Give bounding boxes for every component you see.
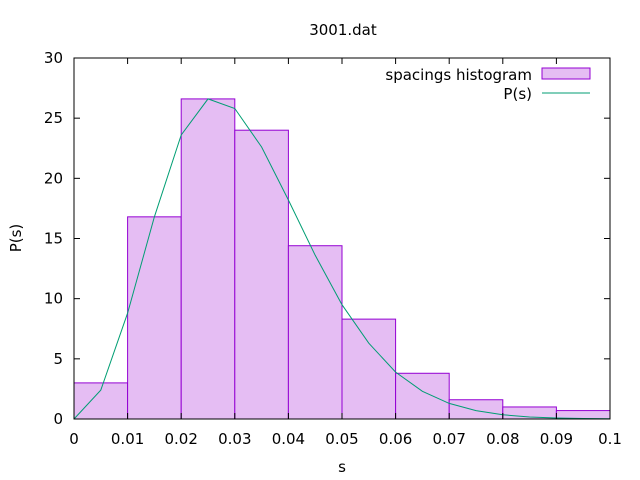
- x-tick-label: 0.04: [272, 430, 305, 448]
- y-tick-label: 20: [44, 169, 63, 187]
- x-tick-label: 0.1: [598, 430, 622, 448]
- histogram-bar: [180, 98, 236, 420]
- x-tick-label: 0.06: [379, 430, 412, 448]
- y-axis-label: P(s): [7, 224, 25, 253]
- x-tick-label: 0: [69, 430, 79, 448]
- histogram-bars: [73, 98, 611, 420]
- y-tick-label: 30: [44, 49, 63, 67]
- y-tick-labels: 0 5 10 15 20 25 30: [44, 49, 63, 428]
- axis-ticks: [73, 57, 611, 420]
- y-tick-label: 25: [44, 109, 63, 127]
- y-tick-label: 0: [53, 410, 63, 428]
- y-tick-label: 10: [44, 290, 63, 308]
- x-tick-label: 0.08: [486, 430, 519, 448]
- histogram-bar: [287, 245, 343, 420]
- curve-layer: [73, 98, 611, 420]
- x-tick-label: 0.09: [540, 430, 573, 448]
- legend: spacings histogram P(s): [385, 66, 591, 103]
- histogram-bar: [73, 382, 129, 420]
- x-axis-label: s: [338, 458, 346, 476]
- histogram-bar: [127, 216, 182, 420]
- y-tick-label: 5: [53, 350, 63, 368]
- x-tick-label: 0.02: [164, 430, 197, 448]
- legend-swatch-histogram: [541, 67, 591, 80]
- legend-label-histogram: spacings histogram: [385, 66, 532, 84]
- x-tick-label: 0.05: [325, 430, 358, 448]
- legend-label-curve: P(s): [503, 85, 532, 103]
- histogram-bar: [234, 129, 289, 420]
- x-tick-label: 0.03: [218, 430, 251, 448]
- x-tick-labels: 0 0.01 0.02 0.03 0.04 0.05 0.06 0.07 0.08 0.09 0.1: [69, 430, 622, 448]
- histogram-bar: [341, 318, 397, 420]
- x-tick-label: 0.01: [111, 430, 144, 448]
- chart-title: 3001.dat: [309, 21, 377, 39]
- ps-curve-line: [73, 98, 611, 420]
- histogram-bar: [395, 372, 450, 420]
- y-tick-label: 15: [44, 230, 63, 248]
- histogram-bar: [448, 399, 504, 420]
- x-tick-label: 0.07: [432, 430, 465, 448]
